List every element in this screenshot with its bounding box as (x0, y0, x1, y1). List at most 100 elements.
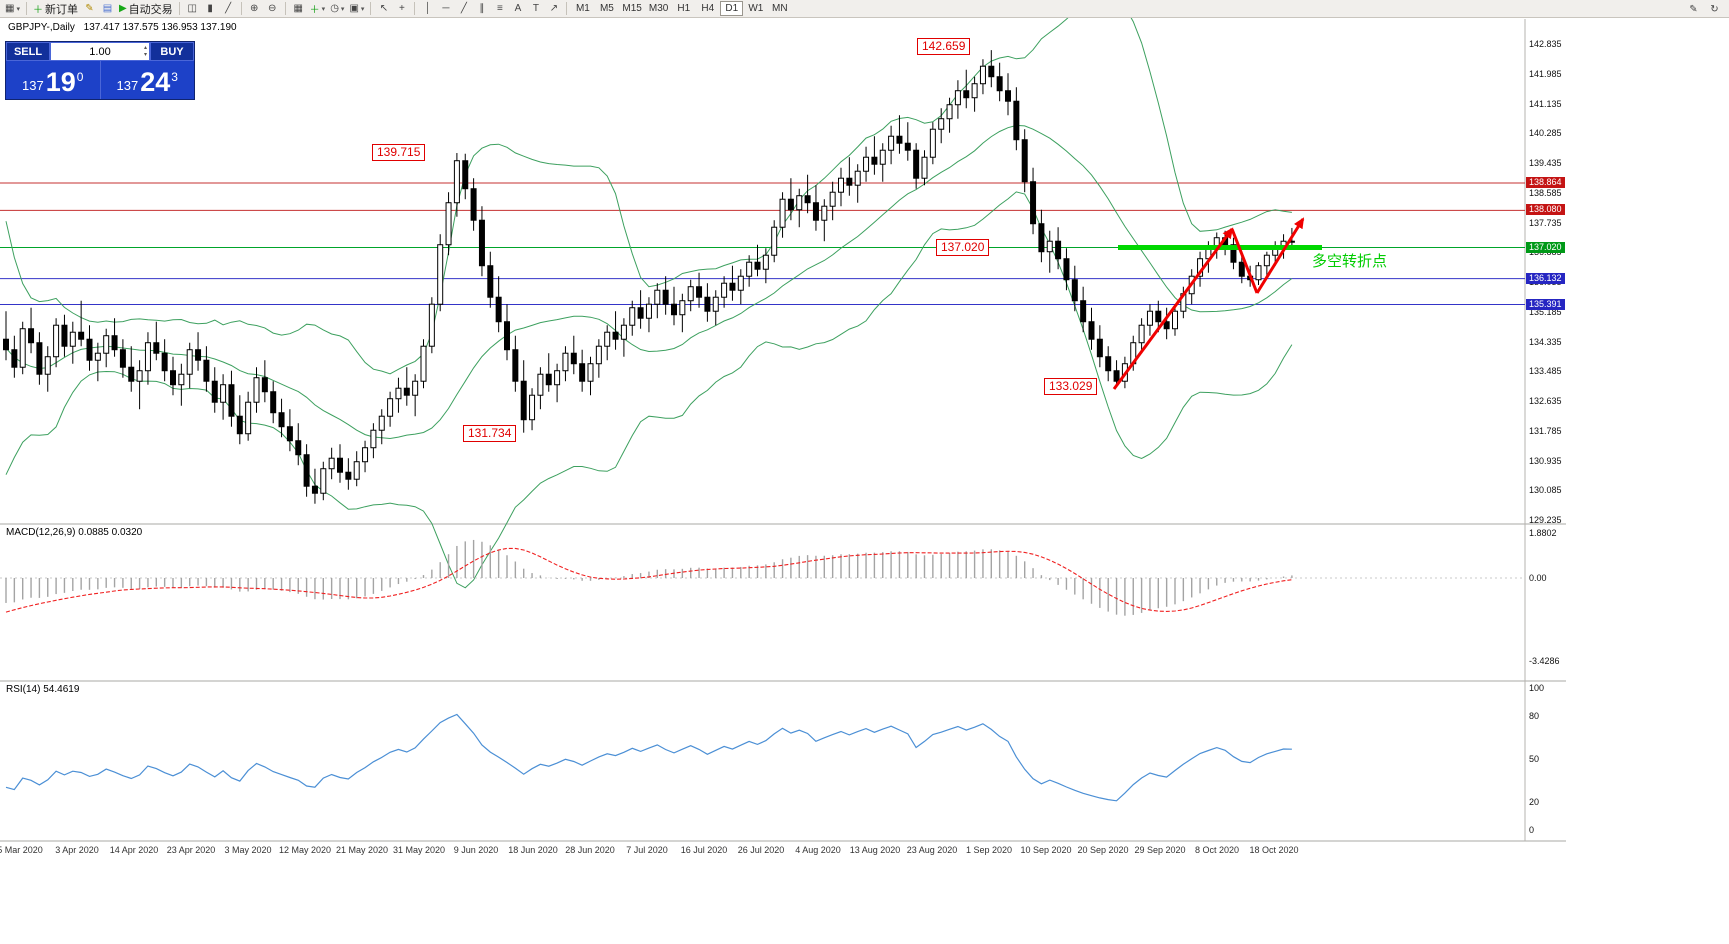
timeframe-h4-button[interactable]: H4 (701, 3, 715, 14)
candle-body (437, 244, 444, 305)
indicators-button[interactable]: ＋ ▾ (308, 1, 328, 17)
autotrading-button[interactable]: ▶ 自动交易 (117, 1, 175, 17)
candle-body (746, 261, 753, 277)
line-chart-button[interactable]: ╱ (220, 1, 237, 17)
macd-axis-label: 0.00 (1529, 573, 1547, 583)
timeframe-m1-button[interactable]: M1 (575, 3, 590, 14)
candle-body (387, 398, 394, 417)
candle-body (721, 282, 728, 298)
candle-body (654, 289, 661, 305)
timeframe-m30-button[interactable]: M30 (648, 3, 669, 14)
toolbar: ▦ ▾ ＋新订单 ✎ ▤ ▶ 自动交易 ◫ ▮ ╱ ⊕ ⊖ ▦ ＋ ▾ ◷ ▾ ▣ ▾ ↖ + │ ─ ╱ ∥ ≡ A T ↗ M1 M5 M… (0, 0, 1729, 18)
candle-body (579, 363, 586, 382)
candle-body (1155, 310, 1162, 323)
trend-line-button[interactable]: ╱ (455, 1, 472, 17)
templates-button[interactable]: ▣ ▾ (347, 1, 366, 17)
candle-body (971, 83, 978, 99)
horizontal-line-button[interactable]: ─ (437, 1, 454, 17)
candle-body (1138, 324, 1145, 344)
price-annotation[interactable]: 139.715 (372, 144, 426, 161)
price-annotation[interactable]: 133.029 (1044, 378, 1098, 395)
volume-input[interactable]: 1.00 ▴ ▾ (50, 42, 150, 61)
candle-body (671, 303, 677, 316)
layouts-button[interactable]: ▤ (99, 1, 116, 17)
candle-body (1046, 240, 1053, 253)
timeframe-m5-button[interactable]: M5 (599, 3, 614, 14)
macd-axis-label: 1.8802 (1529, 527, 1557, 538)
tile-windows-button[interactable]: ▦ (290, 1, 307, 17)
cursor-button[interactable]: ↖ (375, 1, 392, 17)
candle-body (662, 289, 669, 305)
candle-body (111, 335, 118, 351)
price-annotation[interactable]: 131.734 (463, 425, 517, 442)
new-order-label: 新订单 (44, 3, 78, 16)
vertical-line-button[interactable]: │ (419, 1, 436, 17)
pencil-button[interactable]: ✎ (1689, 3, 1698, 15)
price-annotation[interactable]: 142.659 (917, 38, 971, 55)
toolbar-separator (240, 2, 242, 15)
new-chart-button[interactable]: ▦ ▾ (3, 1, 22, 17)
bar-chart-button[interactable]: ◫ (184, 1, 201, 17)
candle-body (804, 195, 811, 204)
candle-body (1263, 254, 1270, 267)
one-click-trade-panel: SELL 1.00 ▴ ▾ BUY 137 19 0 137 24 3 (5, 41, 195, 100)
candle-body (69, 331, 76, 347)
candle-body (1230, 244, 1237, 263)
timeframe-m15-button[interactable]: M15 (622, 3, 642, 14)
candle-body (270, 391, 277, 414)
sell-button[interactable]: SELL (6, 42, 50, 61)
new-order-button[interactable]: ＋新订单 (31, 1, 80, 17)
candle-body (637, 307, 644, 319)
candle-body (36, 342, 43, 375)
candle-body (228, 384, 235, 417)
candle-body (921, 156, 928, 179)
rsi-value-text: 54.4619 (43, 684, 80, 695)
label-button[interactable]: T (527, 1, 544, 17)
candle-body (211, 380, 218, 403)
turning-point-note[interactable]: 多空转折点 (1312, 253, 1388, 270)
crosshair-button[interactable]: + (393, 1, 410, 17)
trend-arrow (1255, 217, 1305, 294)
buy-price[interactable]: 137 24 3 (99, 61, 195, 99)
timeframe-w1-button[interactable]: W1 (748, 3, 764, 14)
horizontal-line-icon: ─ (442, 3, 450, 14)
date-axis-label: 18 Jun 2020 (508, 845, 558, 855)
stepper-up-icon[interactable]: ▴ (143, 45, 147, 51)
refresh-button[interactable]: ↻ (1710, 3, 1719, 15)
metaeditor-button[interactable]: ✎ (81, 1, 98, 17)
price-badge: 138.080 (1526, 204, 1565, 216)
candle-body (587, 363, 594, 382)
timeframe-mn-button[interactable]: MN (772, 3, 788, 14)
candle-body (779, 198, 786, 228)
candle-body (629, 307, 636, 326)
chart-ohlc-values: 137.417 137.575 136.953 137.190 (83, 22, 237, 33)
timeframe-d1-button[interactable]: D1 (720, 1, 744, 16)
date-axis-label: 8 Oct 2020 (1194, 845, 1240, 855)
sell-price[interactable]: 137 19 0 (6, 61, 100, 99)
fibonacci-icon: ≡ (496, 3, 503, 14)
macd-signal-line (5, 547, 1292, 613)
zoom-out-button[interactable]: ⊖ (264, 1, 281, 17)
timeframe-h1-button[interactable]: H1 (677, 3, 691, 14)
candle-body (796, 195, 803, 211)
candle-body (595, 345, 602, 365)
stepper-down-icon[interactable]: ▾ (143, 52, 147, 58)
candle-body (520, 380, 527, 421)
zoom-in-button[interactable]: ⊕ (246, 1, 263, 17)
candlestick-chart-button[interactable]: ▮ (202, 1, 219, 17)
text-button[interactable]: A (509, 1, 526, 17)
volume-stepper[interactable]: ▴ ▾ (144, 45, 147, 59)
arrows-button[interactable]: ↗ (545, 1, 562, 17)
price-annotation[interactable]: 137.020 (936, 239, 990, 256)
candle-body (470, 188, 477, 221)
trend-line-icon: ╱ (460, 3, 467, 14)
periods-button[interactable]: ◷ ▾ (328, 1, 346, 17)
buy-button[interactable]: BUY (150, 42, 194, 61)
fibonacci-button[interactable]: ≡ (491, 1, 508, 17)
zoom-in-icon: ⊕ (249, 3, 259, 14)
candle-body (863, 156, 870, 172)
candle-body (737, 275, 744, 291)
candle-body (696, 286, 703, 298)
channel-button[interactable]: ∥ (473, 1, 490, 17)
